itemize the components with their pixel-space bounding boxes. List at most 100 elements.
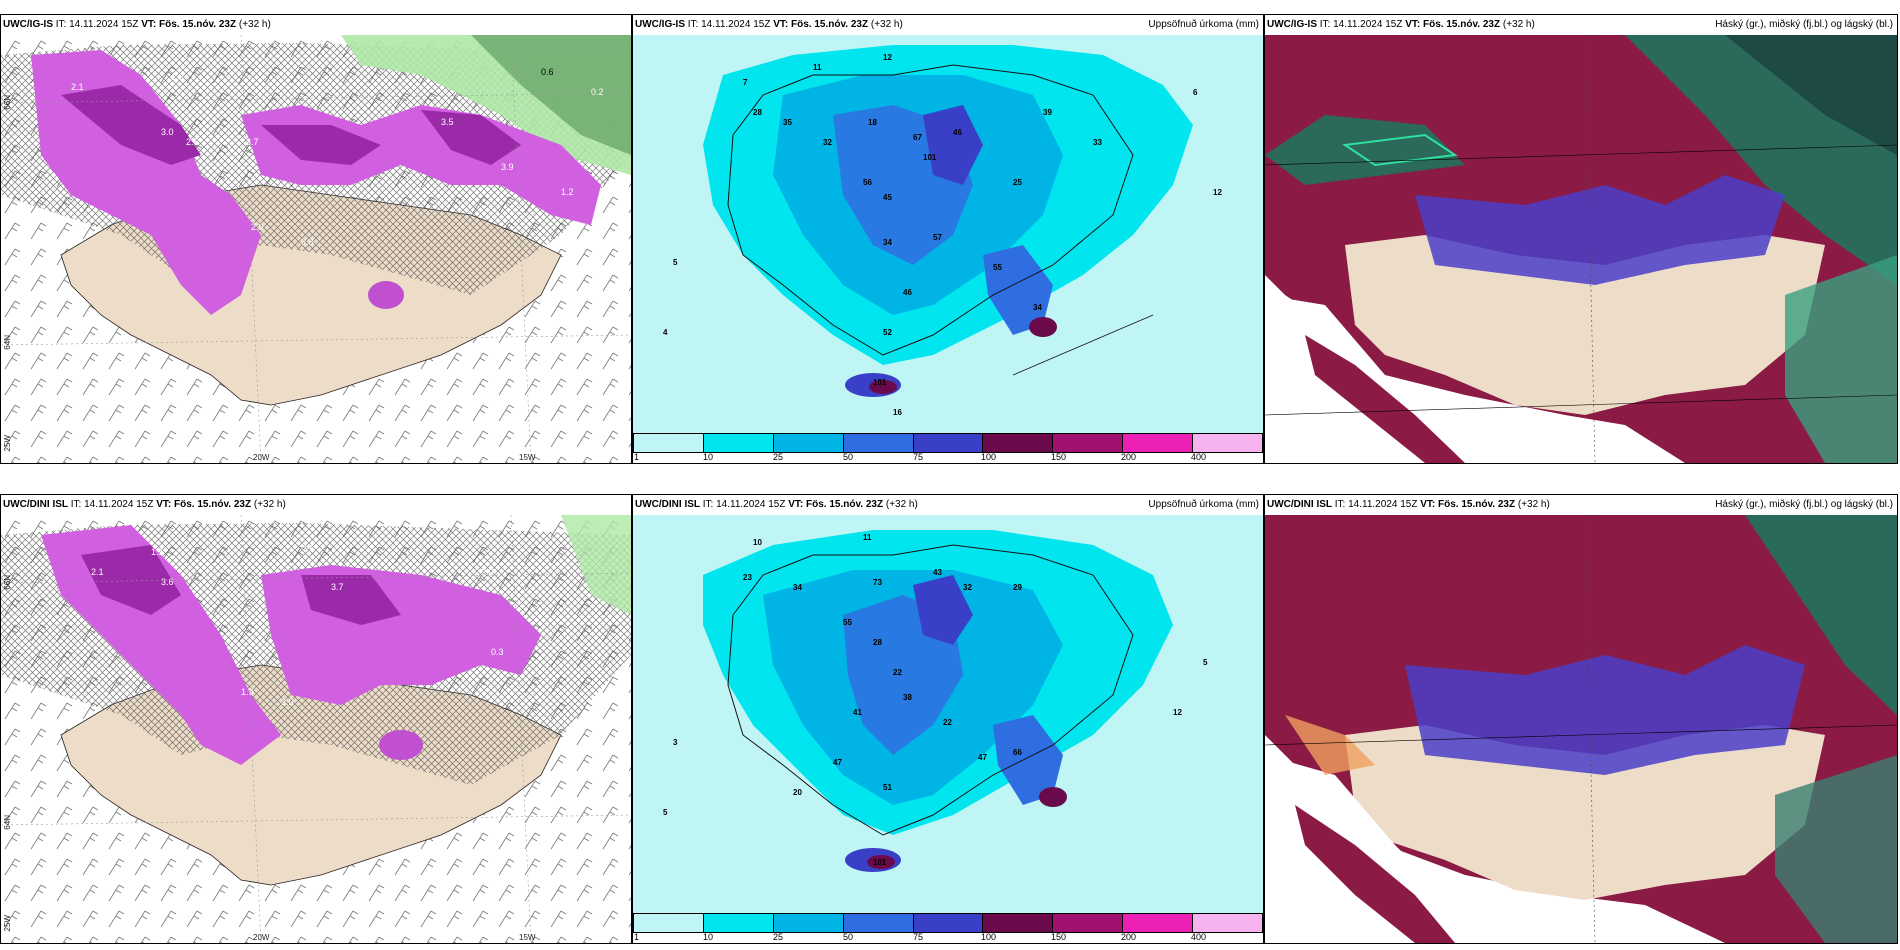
snow-label: 2.0	[481, 567, 494, 577]
lead-time: (+32 h)	[238, 19, 271, 30]
init-time: 14.11.2024 15Z	[1348, 499, 1418, 510]
panel-cloud-top: UWC/IG-IS IT: 14.11.2024 15Z VT: Fös. 15…	[1264, 14, 1898, 464]
lead-time: (+32 h)	[253, 499, 286, 510]
panel-cloud-bottom: UWC/DINI ISL IT: 14.11.2024 15Z VT: Fös.…	[1264, 494, 1898, 944]
svg-text:67: 67	[913, 133, 922, 142]
colorbar-bin	[913, 914, 984, 932]
svg-text:33: 33	[1093, 138, 1102, 147]
lon-label: 20W	[253, 933, 270, 942]
svg-text:66: 66	[1013, 748, 1022, 757]
colorbar-tick: 150	[1051, 452, 1067, 462]
model-name: UWC/IG-IS	[1267, 19, 1317, 30]
init-time: 14.11.2024 15Z	[1333, 19, 1403, 30]
svg-text:57: 57	[933, 233, 942, 242]
precip-map: 7 11 12 28 35 32 18 67 101 46 56 45 34 57 55 34 46 5…	[633, 35, 1263, 433]
colorbar-tick: 100	[981, 452, 997, 462]
colorbar-bin	[773, 434, 844, 452]
colorbar-bin	[1053, 914, 1124, 932]
colorbar-bin	[843, 914, 914, 932]
colorbar-bin	[773, 914, 844, 932]
vt-label: VT:	[1420, 499, 1436, 510]
panel-header: UWC/DINI ISL IT: 14.11.2024 15Z VT: Fös.…	[1265, 495, 1897, 516]
lat-label: 64N	[3, 335, 12, 350]
snow-label: 3.8	[301, 237, 314, 247]
svg-text:35: 35	[783, 118, 792, 127]
colorbar-bin	[1123, 914, 1194, 932]
svg-text:32: 32	[963, 583, 972, 592]
snow-map: 2.1 1.3 3.0 2.6 3.7 3.5 3.9 3.8 2.0 1.2 …	[1, 35, 631, 463]
lead-time: (+32 h)	[1517, 499, 1550, 510]
it-label: IT:	[687, 19, 699, 30]
colorbar-tick: 200	[1121, 452, 1137, 462]
precip-title: Uppsöfnuð úrkoma (mm)	[1148, 499, 1259, 510]
lon-label: 20W	[253, 453, 270, 462]
snow-label: 3.7	[331, 582, 344, 592]
it-label: IT:	[55, 19, 67, 30]
svg-text:28: 28	[873, 638, 882, 647]
svg-text:101: 101	[873, 858, 887, 867]
svg-text:32: 32	[823, 138, 832, 147]
precip-map: 10 11 23 34 73 43 32 29 55 28 22 41 38 22 66 47 51 1…	[633, 515, 1263, 913]
cloud-map	[1265, 35, 1897, 463]
svg-text:51: 51	[883, 783, 892, 792]
vt-label: VT:	[156, 499, 172, 510]
svg-text:6: 6	[1193, 88, 1198, 97]
panel-header: UWC/IG-IS IT: 14.11.2024 15Z VT: Fös. 15…	[1, 15, 631, 36]
colorbar-tick: 150	[1051, 932, 1067, 942]
colorbar-bin	[703, 914, 774, 932]
svg-text:56: 56	[863, 178, 872, 187]
it-label: IT:	[702, 499, 714, 510]
vt-label: VT:	[1405, 19, 1421, 30]
snow-label: 1.3	[171, 72, 184, 82]
snow-label: 1.9	[241, 687, 254, 697]
precip-title: Uppsöfnuð úrkoma (mm)	[1148, 19, 1259, 30]
colorbar: 1 10 25 50 75 100 150 200 400	[633, 433, 1263, 463]
it-label: IT:	[70, 499, 82, 510]
snow-label: 3.9	[501, 162, 514, 172]
colorbar-bin	[1193, 914, 1263, 932]
colorbar-tick: 25	[773, 452, 784, 462]
svg-text:25: 25	[1013, 178, 1022, 187]
lon-label: 25W	[3, 915, 12, 932]
colorbar-tick: 10	[703, 932, 714, 942]
svg-text:22: 22	[893, 668, 902, 677]
svg-text:20: 20	[793, 788, 802, 797]
vt-label: VT:	[141, 19, 157, 30]
colorbar-tick: 200	[1121, 932, 1137, 942]
colorbar-bin	[703, 434, 774, 452]
colorbar-bin	[634, 914, 704, 932]
svg-text:47: 47	[978, 753, 987, 762]
model-name: UWC/DINI ISL	[3, 499, 68, 510]
snow-label: 3.0	[281, 697, 294, 707]
svg-text:55: 55	[993, 263, 1002, 272]
snow-label: 1.2	[561, 187, 574, 197]
model-name: UWC/DINI ISL	[1267, 499, 1332, 510]
colorbar-bin	[1053, 434, 1124, 452]
snow-label: 2.1	[71, 82, 84, 92]
svg-text:22: 22	[943, 718, 952, 727]
colorbar-tick: 25	[773, 932, 784, 942]
model-name: UWC/IG-IS	[3, 19, 53, 30]
svg-text:12: 12	[883, 53, 892, 62]
lon-label: 15W	[519, 453, 536, 462]
snow-label: 3.5	[441, 117, 454, 127]
it-label: IT:	[1334, 499, 1346, 510]
colorbar-bin	[913, 434, 984, 452]
svg-text:34: 34	[883, 238, 892, 247]
svg-text:12: 12	[1173, 708, 1182, 717]
vt-label: VT:	[773, 19, 789, 30]
colorbar: 1 10 25 50 75 100 150 200 400	[633, 913, 1263, 943]
snow-label: 3.0	[161, 127, 174, 137]
colorbar-bin	[634, 434, 704, 452]
svg-text:5: 5	[1203, 658, 1208, 667]
model-name: UWC/IG-IS	[635, 19, 685, 30]
svg-text:43: 43	[933, 568, 942, 577]
cloud-title: Háský (gr.), miðský (fj.bl.) og lágský (…	[1715, 499, 1893, 510]
svg-text:101: 101	[873, 378, 887, 387]
cloud-map	[1265, 515, 1897, 943]
svg-text:34: 34	[1033, 303, 1042, 312]
model-name: UWC/DINI ISL	[635, 499, 700, 510]
colorbar-bin	[983, 434, 1054, 452]
panel-precip-top: UWC/IG-IS IT: 14.11.2024 15Z VT: Fös. 15…	[632, 14, 1264, 464]
svg-text:101: 101	[923, 153, 937, 162]
